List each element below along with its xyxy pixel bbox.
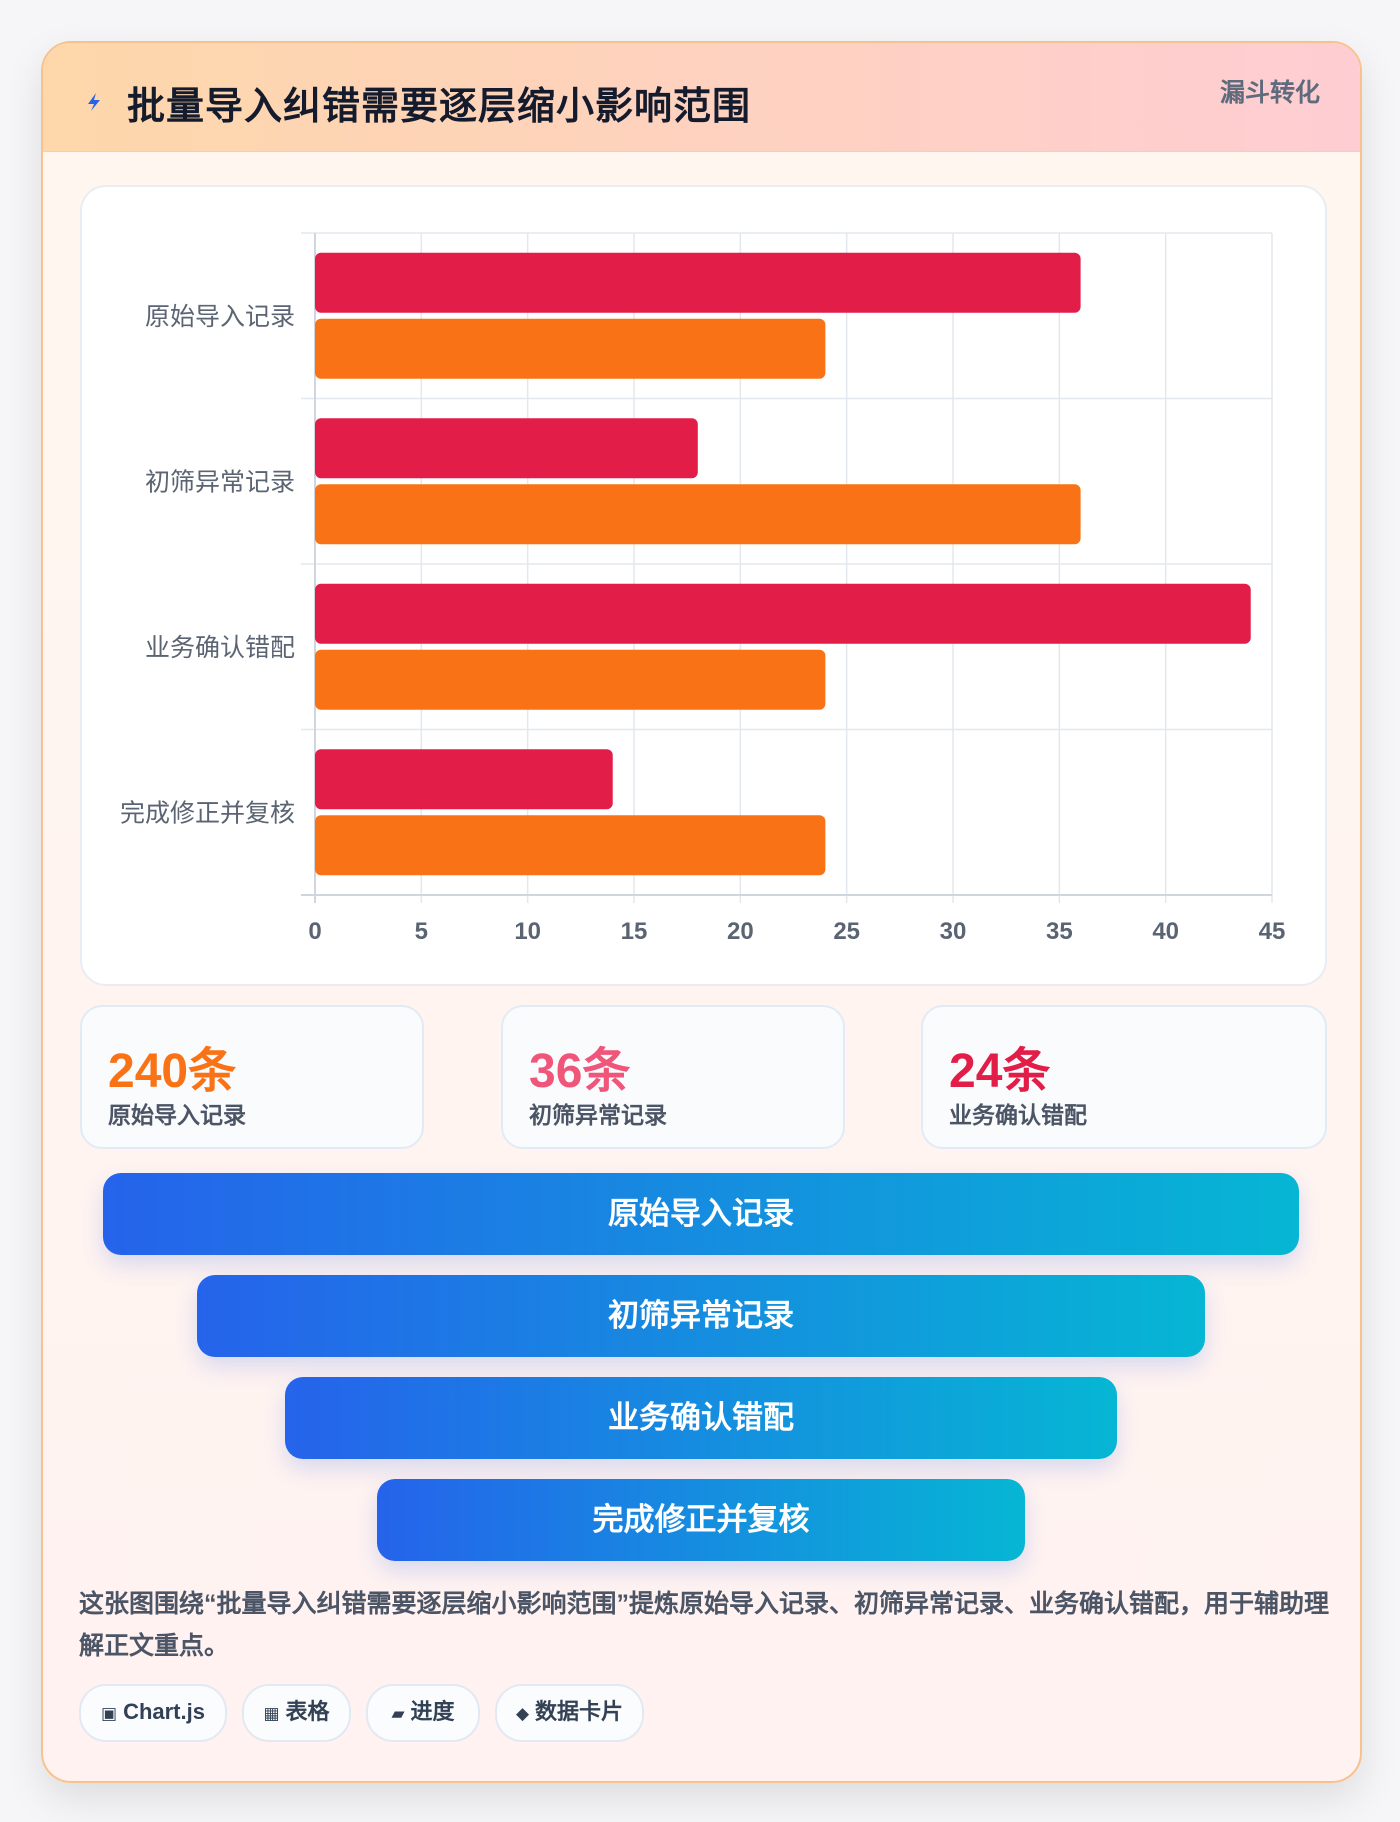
funnel-stage-4: 完成修正并复核 xyxy=(377,1479,1025,1561)
stat-label: 原始导入记录 xyxy=(108,1102,246,1128)
stat-value: 24条 xyxy=(949,1045,1051,1098)
chip-progress[interactable]: ▰ 进度 xyxy=(366,1684,480,1742)
infographic-card: 批量导入纠错需要逐层缩小影响范围 漏斗转化 原始导入记录 初筛异常记录 业务确认错配… xyxy=(41,41,1362,1783)
category-tag: 漏斗转化 xyxy=(1219,79,1320,107)
bar-series1-2 xyxy=(315,418,698,479)
x-tick-label: 35 xyxy=(1046,918,1073,945)
chip-label: 数据卡片 xyxy=(535,1699,624,1724)
x-tick-label: 40 xyxy=(1152,918,1179,945)
chip-label: Chart.js xyxy=(123,1699,205,1724)
chip-chartjs[interactable]: ▣ Chart.js xyxy=(79,1684,227,1742)
chip-label: 表格 xyxy=(285,1699,330,1724)
x-tick-label: 45 xyxy=(1259,918,1286,945)
stat-value: 36条 xyxy=(529,1045,631,1098)
stat-card-3: 24条 业务确认错配 xyxy=(921,1005,1327,1149)
chart-description: 这张图围绕“批量导入纠错需要逐层缩小影响范围”提炼原始导入记录、初筛异常记录、业… xyxy=(79,1590,1330,1660)
bar-series1-4 xyxy=(315,749,613,810)
funnel-stage-1: 原始导入记录 xyxy=(103,1173,1299,1255)
stat-label: 业务确认错配 xyxy=(949,1102,1087,1128)
chip-label: 进度 xyxy=(410,1699,455,1724)
bar-series1-1 xyxy=(315,252,1081,313)
stat-card-1: 240条 原始导入记录 xyxy=(80,1005,424,1149)
chart-icon: ▣ xyxy=(101,1704,118,1723)
stat-label: 初筛异常记录 xyxy=(529,1102,667,1128)
funnel-stage-2: 初筛异常记录 xyxy=(197,1275,1205,1357)
x-tick-label: 5 xyxy=(415,918,428,945)
bar-series1-3 xyxy=(315,583,1251,644)
category-label: 初筛异常记录 xyxy=(145,468,295,496)
bar-series2-4 xyxy=(315,815,826,876)
diamond-icon: ◆ xyxy=(515,1704,530,1723)
table-icon: ▦ xyxy=(263,1704,280,1723)
lightning-icon xyxy=(88,93,100,111)
category-label: 原始导入记录 xyxy=(145,303,295,331)
page-title: 批量导入纠错需要逐层缩小影响范围 xyxy=(127,86,752,128)
bar-series2-3 xyxy=(315,649,826,710)
category-label: 完成修正并复核 xyxy=(120,799,295,827)
x-tick-label: 10 xyxy=(514,918,541,945)
card-header: 批量导入纠错需要逐层缩小影响范围 漏斗转化 xyxy=(43,43,1360,152)
bar-chart-panel: 原始导入记录 初筛异常记录 业务确认错配完成修正并复核 0 5 10 15 20 25 30 35 4… xyxy=(80,185,1327,986)
x-tick-label: 25 xyxy=(833,918,860,945)
x-tick-label: 20 xyxy=(727,918,754,945)
bar-series2-2 xyxy=(315,484,1081,545)
funnel-stage-3: 业务确认错配 xyxy=(285,1377,1117,1459)
stat-value: 240条 xyxy=(108,1045,237,1098)
stat-card-2: 36条 初筛异常记录 xyxy=(501,1005,845,1149)
progress-icon: ▰ xyxy=(391,1704,405,1723)
bar-series2-1 xyxy=(315,318,826,379)
x-tick-label: 15 xyxy=(621,918,648,945)
x-tick-label: 0 xyxy=(308,918,321,945)
x-tick-label: 30 xyxy=(940,918,967,945)
category-label: 业务确认错配 xyxy=(145,634,295,662)
chip-table[interactable]: ▦ 表格 xyxy=(242,1684,351,1742)
chip-data-card[interactable]: ◆ 数据卡片 xyxy=(495,1684,644,1742)
